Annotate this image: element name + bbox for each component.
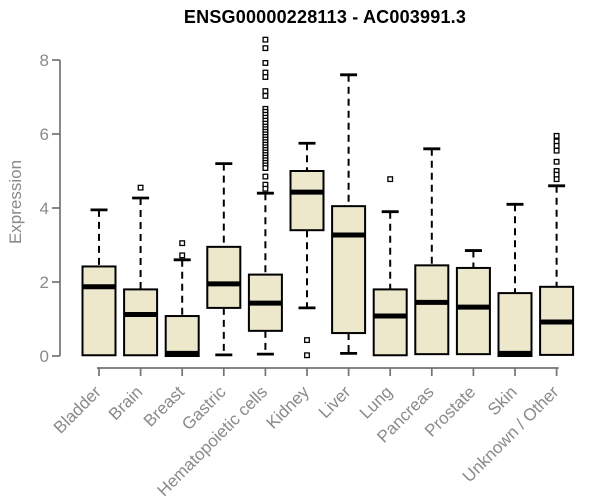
y-axis-label: Expression xyxy=(6,159,25,245)
box-liver xyxy=(331,73,367,355)
outlier-point xyxy=(179,240,186,247)
outlier-point xyxy=(179,252,186,259)
y-tick-label: 0 xyxy=(40,347,49,366)
x-tick-label: Kidney xyxy=(263,382,314,433)
x-tick-label: Skin xyxy=(484,382,521,419)
outlier-point xyxy=(262,165,269,171)
outlier-point xyxy=(553,132,560,139)
outlier-point xyxy=(553,176,560,183)
box-prostate xyxy=(455,249,491,356)
x-tick-label: Bladder xyxy=(50,382,105,437)
box-breast xyxy=(164,240,200,358)
box-pancreas xyxy=(414,147,450,356)
outlier-point xyxy=(304,352,310,359)
outlier-point xyxy=(262,74,269,80)
x-tick-label: Liver xyxy=(315,382,355,422)
outlier-point xyxy=(262,36,269,43)
outlier-point xyxy=(262,173,269,180)
box-bladder xyxy=(81,208,117,357)
box-unknown-other xyxy=(539,132,575,356)
outlier-point xyxy=(262,185,269,192)
outlier-point xyxy=(304,337,310,344)
y-tick-label: 6 xyxy=(40,125,49,144)
outlier-point xyxy=(262,60,269,66)
outlier-point xyxy=(262,88,269,95)
outlier-point xyxy=(553,142,560,149)
box-kidney xyxy=(289,141,325,359)
box-brain xyxy=(123,184,159,357)
box-lung xyxy=(372,176,408,357)
outlier-point xyxy=(387,176,394,183)
box-skin xyxy=(497,202,533,358)
y-tick-label: 2 xyxy=(40,273,49,292)
outlier-point xyxy=(137,184,144,191)
box-gastric xyxy=(206,162,242,357)
y-axis: 0 2 4 6 8 xyxy=(40,51,61,366)
outlier-point xyxy=(553,158,560,165)
chart-title: ENSG00000228113 - AC003991.3 xyxy=(183,7,467,27)
outlier-point xyxy=(262,45,269,52)
outlier-point xyxy=(262,92,269,99)
y-tick-label: 4 xyxy=(40,199,49,218)
y-tick-label: 8 xyxy=(40,51,49,70)
box-hematopoietic-cells xyxy=(247,36,283,356)
outlier-point xyxy=(553,147,560,154)
